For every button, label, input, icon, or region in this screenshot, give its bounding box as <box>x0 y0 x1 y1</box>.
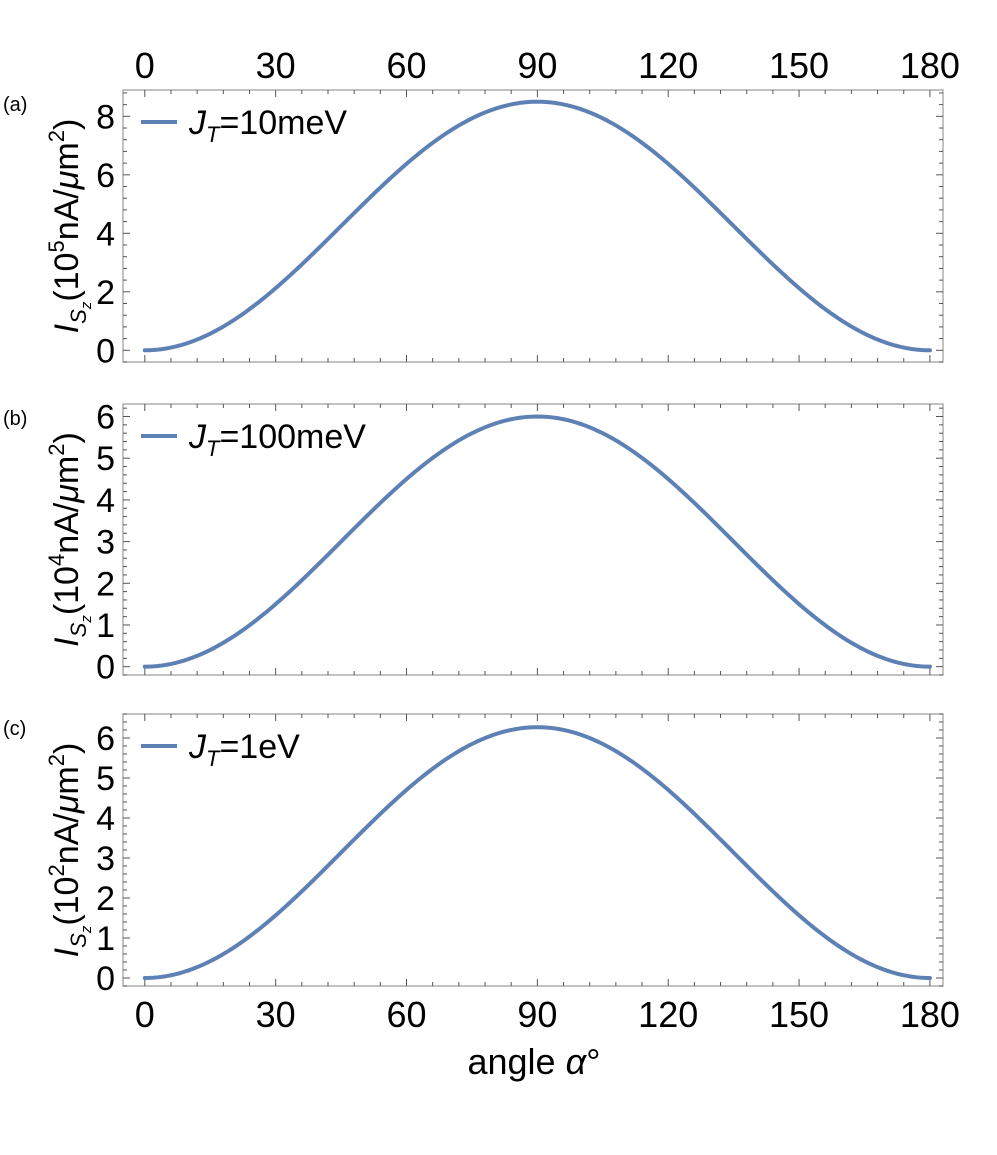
y-axis-label: ISz(105nA/μm2) <box>44 119 95 334</box>
y-tick-label: 5 <box>96 440 115 478</box>
top-x-tick-label: 90 <box>517 45 557 86</box>
y-tick-label: 0 <box>96 960 115 998</box>
plot-frame <box>122 403 944 676</box>
legend: JT=1eV <box>141 728 300 771</box>
bottom-x-tick-label: 150 <box>769 994 829 1035</box>
top-x-tick-label: 180 <box>900 45 960 86</box>
top-x-tick-label: 30 <box>256 45 296 86</box>
top-x-tick-labels: 0 30 60 90 120 150 180 <box>135 45 960 86</box>
chart-panel: 0 2 4 6 8 (a) ISz(105nA/μm2) JT=10meV <box>3 89 944 370</box>
top-x-tick-label: 60 <box>386 45 426 86</box>
top-x-tick-label: 0 <box>135 45 155 86</box>
y-tick-label: 6 <box>96 157 115 195</box>
y-tick-label: 0 <box>96 649 115 687</box>
x-axis-label: angle α° <box>467 1041 600 1082</box>
panel-label: (b) <box>3 408 27 430</box>
top-x-tick-label: 150 <box>769 45 829 86</box>
y-axis-label: ISz(102nA/μm2) <box>44 743 95 958</box>
bottom-x-tick-label: 180 <box>900 994 960 1035</box>
y-tick-label: 4 <box>96 215 115 253</box>
y-tick-label: 3 <box>96 524 115 562</box>
panel-label: (c) <box>3 718 26 740</box>
bottom-x-tick-label: 120 <box>638 994 698 1035</box>
legend-label: JT=100meV <box>188 418 366 461</box>
legend: JT=100meV <box>141 418 366 461</box>
y-tick-label: 3 <box>96 840 115 878</box>
panel-label: (a) <box>3 94 27 116</box>
bottom-x-tick-label: 60 <box>386 994 426 1035</box>
y-axis-label: ISz(104nA/μm2) <box>44 432 95 647</box>
y-tick-label: 2 <box>96 565 115 603</box>
top-x-tick-label: 120 <box>638 45 698 86</box>
y-tick-label: 4 <box>96 800 115 838</box>
legend-label: JT=10meV <box>188 104 347 147</box>
y-tick-label: 6 <box>96 399 115 437</box>
y-tick-label: 4 <box>96 482 115 520</box>
y-tick-label: 2 <box>96 880 115 918</box>
y-tick-label: 0 <box>96 332 115 370</box>
y-tick-label: 2 <box>96 274 115 312</box>
series-line <box>142 414 932 669</box>
series-line <box>142 725 932 980</box>
y-tick-label: 6 <box>96 720 115 758</box>
chart-panel: 0 1 23 4 56 (b) ISz(104nA/μm2) JT=100meV <box>3 399 944 687</box>
legend: JT=10meV <box>141 104 347 147</box>
legend-label: JT=1eV <box>188 728 300 771</box>
y-tick-label: 1 <box>96 607 115 645</box>
series-line <box>142 99 932 353</box>
bottom-x-tick-label: 30 <box>256 994 296 1035</box>
plot-frame <box>122 89 944 363</box>
bottom-x-tick-label: 90 <box>517 994 557 1035</box>
bottom-x-tick-labels: 0 30 60 90 120 150 180 <box>135 994 960 1035</box>
y-tick-label: 8 <box>96 98 115 136</box>
y-tick-label: 1 <box>96 920 115 958</box>
y-tick-label: 5 <box>96 760 115 798</box>
bottom-x-tick-label: 0 <box>135 994 155 1035</box>
